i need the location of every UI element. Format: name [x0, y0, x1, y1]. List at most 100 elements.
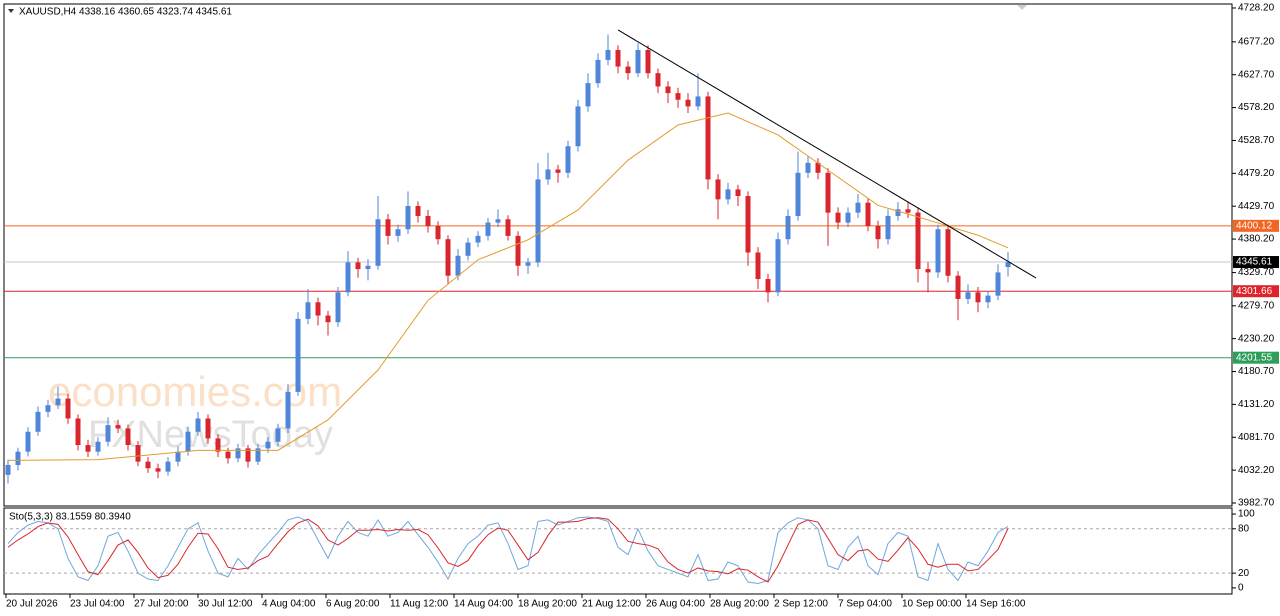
candle-body [575, 106, 581, 147]
candle-body [915, 212, 921, 270]
candle-body [555, 169, 561, 173]
level-label: 4301.66 [1236, 286, 1273, 297]
candle-body [35, 411, 41, 432]
x-tick-label: 4 Aug 04:00 [262, 599, 316, 610]
candle-body [835, 212, 841, 223]
x-tick-label: 14 Sep 16:00 [966, 599, 1026, 610]
candle-body [315, 302, 321, 316]
candle-body [445, 239, 451, 276]
candle-body [765, 279, 771, 293]
y-tick-label: 4230.20 [1238, 333, 1275, 344]
x-tick-label: 7 Sep 04:00 [838, 599, 892, 610]
candle-body [565, 146, 571, 173]
candle-body [585, 83, 591, 107]
candle-body [535, 179, 541, 263]
candle-body [405, 205, 411, 230]
candle-body [695, 96, 701, 107]
candle-body [955, 275, 961, 299]
candle-body [645, 49, 651, 74]
candle-body [815, 162, 821, 173]
candle-body [715, 179, 721, 200]
candle-body [1005, 262, 1011, 267]
x-tick-label: 6 Aug 20:00 [326, 599, 380, 610]
x-tick-label: 30 Jul 12:00 [198, 599, 253, 610]
candle-body [465, 242, 471, 256]
candle-body [675, 93, 681, 100]
candle-body [495, 219, 501, 223]
x-tick-label: 11 Aug 12:00 [390, 599, 449, 610]
candle-body [195, 418, 201, 432]
candle-body [795, 172, 801, 216]
candle-body [855, 202, 861, 213]
candle-body [665, 86, 671, 94]
trendline [617, 29, 1037, 279]
candle-body [925, 269, 931, 273]
candle-body [395, 229, 401, 236]
candle-body [805, 162, 811, 173]
candle-body [625, 66, 631, 74]
candle-body [705, 96, 711, 180]
candle-body [125, 428, 131, 446]
candle-body [365, 265, 371, 270]
oscillator-panel [3, 507, 1233, 595]
y-tick-label: 4279.70 [1238, 300, 1275, 311]
candle-body [175, 451, 181, 462]
osc-tick-label: 0 [1238, 583, 1244, 594]
y-tick-label: 4479.20 [1238, 168, 1275, 179]
level-label: 4201.55 [1236, 352, 1273, 363]
x-tick-label: 26 Aug 04:00 [646, 599, 705, 610]
y-tick-label: 4180.70 [1238, 366, 1275, 377]
candle-body [455, 255, 461, 276]
candle-body [55, 398, 61, 406]
candle-body [235, 448, 241, 459]
candle-body [785, 215, 791, 240]
candle-body [145, 461, 151, 469]
y-tick-label: 4380.20 [1238, 234, 1275, 245]
osc-tick-label: 100 [1238, 509, 1255, 520]
x-tick-label: 21 Aug 12:00 [582, 599, 641, 610]
candle-body [965, 292, 971, 299]
candle-body [475, 235, 481, 243]
oscillator-title: Sto(5,3,3) 83.1559 80.3940 [9, 512, 131, 523]
y-tick-label: 4528.70 [1238, 135, 1275, 146]
candle-body [375, 219, 381, 266]
candle-body [605, 49, 611, 60]
candle-body [275, 428, 281, 442]
candle-body [5, 464, 11, 475]
candle-body [865, 202, 871, 226]
candle-body [595, 59, 601, 84]
candle-body [895, 209, 901, 216]
candle-body [325, 315, 331, 323]
candle-body [935, 229, 941, 273]
y-tick-label: 3982.70 [1238, 498, 1275, 509]
candle-body [285, 391, 291, 429]
candle-body [525, 262, 531, 266]
candle-body [245, 448, 251, 462]
x-tick-label: 10 Sep 00:00 [902, 599, 962, 610]
candle-body [385, 219, 391, 236]
candle-body [635, 49, 641, 74]
candle-body [135, 445, 141, 462]
candle-body [775, 239, 781, 293]
candle-body [105, 425, 111, 442]
y-tick-label: 4329.70 [1238, 267, 1275, 278]
level-label: 4345.61 [1236, 257, 1273, 268]
candle-body [335, 292, 341, 323]
y-tick-label: 4429.70 [1238, 201, 1275, 212]
x-tick-label: 23 Jul 04:00 [70, 599, 125, 610]
candle-body [875, 225, 881, 240]
y-tick-label: 4627.70 [1238, 69, 1275, 80]
menu-triangle [8, 9, 14, 13]
watermark: economies.com [48, 368, 342, 415]
level-label: 4400.12 [1236, 220, 1273, 231]
candle-body [155, 468, 161, 472]
y-tick-label: 4131.20 [1238, 399, 1275, 410]
x-tick-label: 27 Jul 20:00 [134, 599, 189, 610]
x-tick-label: 18 Aug 20:00 [518, 599, 577, 610]
candle-body [545, 169, 551, 180]
candle-body [25, 431, 31, 452]
candle-body [215, 438, 221, 452]
candle-body [185, 431, 191, 452]
candle-body [75, 418, 81, 446]
